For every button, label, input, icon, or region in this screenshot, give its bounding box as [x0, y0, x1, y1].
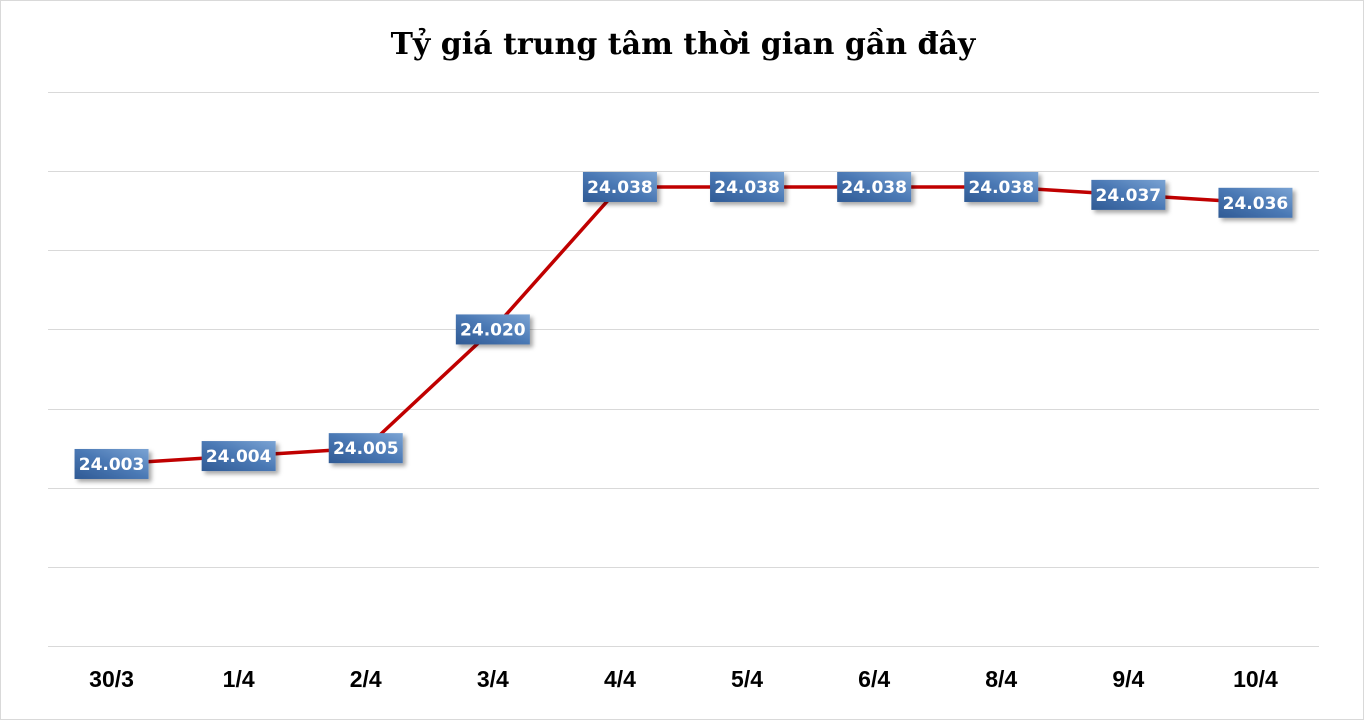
data-label: 24.038	[714, 178, 780, 198]
data-label-box	[455, 314, 530, 345]
data-label-box	[710, 171, 785, 202]
x-tick-label: 5/4	[731, 666, 763, 692]
data-label-box	[582, 171, 657, 202]
data-label-box	[74, 448, 149, 479]
data-label: 24.005	[333, 439, 399, 459]
data-label: 24.038	[841, 178, 907, 198]
x-tick-label: 8/4	[985, 666, 1017, 692]
data-label-box	[1218, 187, 1293, 218]
data-label: 24.004	[206, 447, 272, 467]
data-label: 24.038	[968, 178, 1034, 198]
x-tick-label: 10/4	[1233, 666, 1278, 692]
data-label: 24.036	[1223, 194, 1289, 214]
data-label-box	[201, 441, 276, 472]
data-label-box	[328, 433, 403, 464]
data-label-box	[837, 171, 912, 202]
series-line	[111, 185, 1256, 466]
x-tick-label: 3/4	[477, 666, 509, 692]
data-label-box	[964, 171, 1039, 202]
x-tick-label: 6/4	[858, 666, 890, 692]
x-tick-label: 2/4	[350, 666, 382, 692]
data-label: 24.037	[1096, 186, 1162, 206]
data-label: 24.020	[460, 320, 526, 340]
x-tick-label: 1/4	[223, 666, 255, 692]
data-label: 24.003	[79, 455, 145, 475]
data-label: 24.038	[587, 178, 653, 198]
x-tick-label: 4/4	[604, 666, 636, 692]
x-tick-label: 9/4	[1112, 666, 1144, 692]
chart-title: Tỷ giá trung tâm thời gian gần đây	[390, 27, 976, 62]
x-tick-label: 30/3	[89, 666, 134, 692]
data-label-box	[1091, 179, 1166, 210]
